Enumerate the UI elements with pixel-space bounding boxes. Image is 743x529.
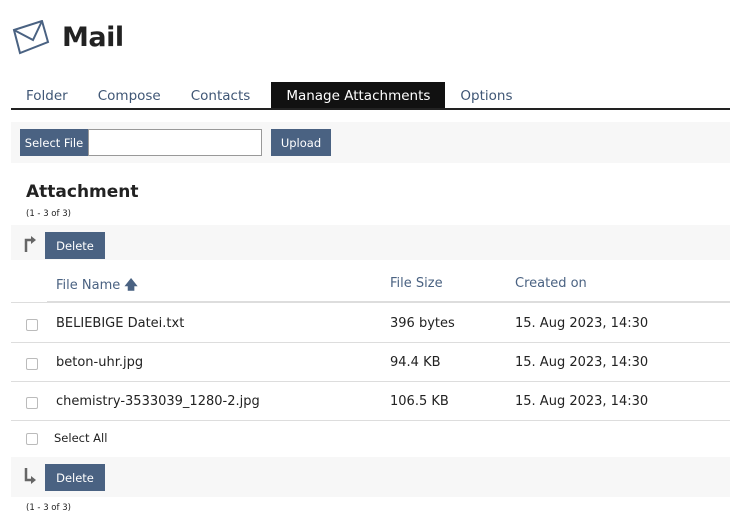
tab-options[interactable]: Options bbox=[460, 88, 513, 104]
result-count-bottom: (1 - 3 of 3) bbox=[26, 503, 71, 513]
tab-manage-attachments[interactable]: Manage Attachments bbox=[271, 82, 446, 108]
tab-bar: Folder Compose Contacts Manage Attachmen… bbox=[11, 82, 730, 110]
sort-ascending-icon: 🡅 bbox=[124, 278, 138, 293]
row-checkbox[interactable] bbox=[26, 358, 38, 370]
result-count-top: (1 - 3 of 3) bbox=[26, 209, 71, 219]
created-on: 15. Aug 2023, 14:30 bbox=[515, 355, 649, 370]
column-header-file-size[interactable]: File Size bbox=[390, 276, 443, 291]
created-on: 15. Aug 2023, 14:30 bbox=[515, 394, 649, 409]
file-input[interactable] bbox=[88, 129, 262, 156]
delete-button-bottom[interactable]: Delete bbox=[45, 464, 105, 491]
select-all-row: Select All bbox=[11, 422, 730, 456]
row-checkbox[interactable] bbox=[26, 397, 38, 409]
arrow-turn-right-icon bbox=[24, 236, 36, 252]
file-name[interactable]: chemistry-3533039_1280-2.jpg bbox=[56, 394, 260, 409]
section-title: Attachment bbox=[26, 182, 139, 202]
tab-folder[interactable]: Folder bbox=[26, 88, 68, 104]
file-name[interactable]: beton-uhr.jpg bbox=[56, 355, 144, 370]
arrow-turn-down-right-icon bbox=[24, 468, 36, 484]
table-row: BELIEBIGE Datei.txt 396 bytes 15. Aug 20… bbox=[11, 304, 730, 343]
select-file-button[interactable]: Select File bbox=[20, 129, 88, 156]
table-row: beton-uhr.jpg 94.4 KB 15. Aug 2023, 14:3… bbox=[11, 343, 730, 382]
header-divider-thick bbox=[47, 301, 730, 303]
select-all-label[interactable]: Select All bbox=[54, 431, 108, 445]
bottom-toolbar bbox=[11, 457, 730, 497]
file-size: 94.4 KB bbox=[390, 355, 441, 370]
tab-compose[interactable]: Compose bbox=[97, 88, 161, 104]
table-row: chemistry-3533039_1280-2.jpg 106.5 KB 15… bbox=[11, 382, 730, 421]
created-on: 15. Aug 2023, 14:30 bbox=[515, 316, 649, 331]
file-name[interactable]: BELIEBIGE Datei.txt bbox=[56, 316, 185, 331]
column-header-file-name[interactable]: File Name 🡅 bbox=[56, 276, 138, 298]
column-header-created-on[interactable]: Created on bbox=[515, 276, 587, 291]
top-toolbar bbox=[11, 225, 730, 260]
column-label: File Name bbox=[56, 278, 121, 293]
upload-button[interactable]: Upload bbox=[271, 129, 331, 156]
delete-button-top[interactable]: Delete bbox=[45, 232, 105, 259]
page-title: Mail bbox=[62, 22, 124, 53]
envelope-icon bbox=[12, 20, 50, 55]
file-size: 106.5 KB bbox=[390, 394, 449, 409]
file-size: 396 bytes bbox=[390, 316, 455, 331]
select-all-checkbox[interactable] bbox=[26, 433, 38, 445]
row-checkbox[interactable] bbox=[26, 319, 38, 331]
tab-contacts[interactable]: Contacts bbox=[190, 88, 251, 104]
